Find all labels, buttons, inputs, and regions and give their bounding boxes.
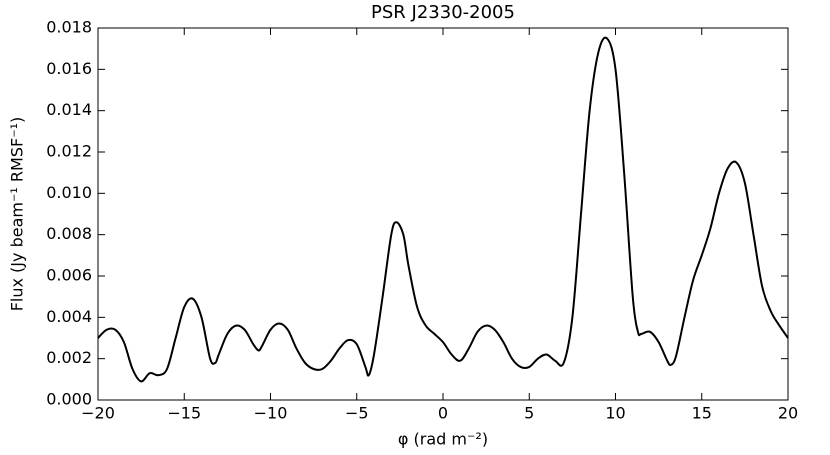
x-axis-label: φ (rad m⁻²) <box>398 430 488 449</box>
x-tick-label: 15 <box>692 404 712 423</box>
y-tick-label: 0.008 <box>46 224 92 243</box>
x-tick-label: −20 <box>81 404 115 423</box>
plot-frame <box>97 27 789 401</box>
y-tick-label: 0.012 <box>46 142 92 161</box>
y-tick-label: 0.002 <box>46 348 92 367</box>
y-axis-label: Flux (Jy beam⁻¹ RMSF⁻¹) <box>8 117 27 312</box>
y-tick-label: 0.016 <box>46 59 92 78</box>
x-tick-label: 5 <box>524 404 534 423</box>
y-tick-label: 0.014 <box>46 100 92 119</box>
y-tick-label: 0.004 <box>46 307 92 326</box>
x-tick-label: −15 <box>167 404 201 423</box>
chart-title: PSR J2330-2005 <box>371 2 515 23</box>
x-tick-label: −5 <box>345 404 369 423</box>
y-tick-label: 0.000 <box>46 390 92 409</box>
y-tick-label: 0.010 <box>46 183 92 202</box>
line-series <box>97 36 789 383</box>
y-tick-label: 0.006 <box>46 266 92 285</box>
y-tick-label: 0.018 <box>46 18 92 37</box>
x-tick-label: 0 <box>438 404 448 423</box>
x-tick-label: 20 <box>778 404 798 423</box>
x-tick-label: −10 <box>254 404 288 423</box>
x-tick-label: 10 <box>605 404 625 423</box>
